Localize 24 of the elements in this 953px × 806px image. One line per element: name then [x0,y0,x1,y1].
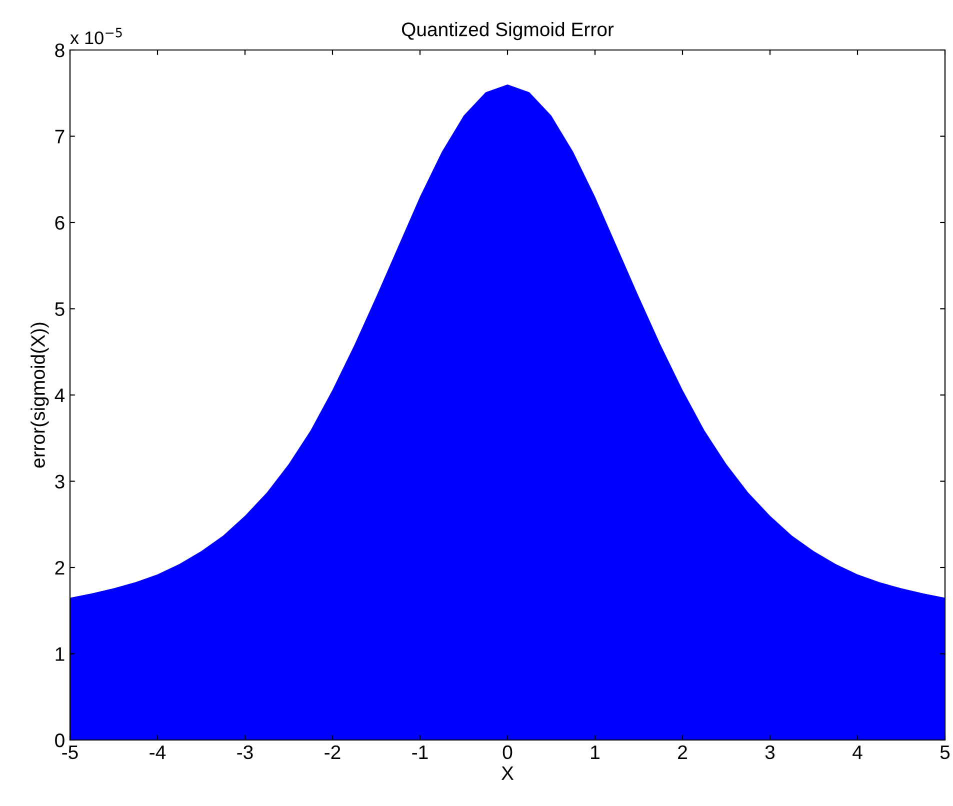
y-axis-title: error(sigmoid(X)) [30,322,49,468]
y-tick-label: 4 [54,388,65,402]
x-tick-label: -1 [412,746,428,759]
y-tick-label: 5 [55,302,64,316]
x-axis-title: X [501,766,514,780]
x-tick-label: 3 [765,745,775,760]
x-tick-label: 1 [591,746,600,759]
y-tick-label: 1 [56,647,64,661]
y-tick-label: 7 [55,130,64,144]
y-tick-label: 6 [55,216,64,230]
x-tick-label: 0 [502,745,512,760]
y-tick-label: 2 [55,560,64,575]
text: x 10$^{−5}$ [70,28,122,44]
x-tick-label: -3 [237,745,253,760]
y-tick-label: 3 [55,474,64,488]
y-tick-label: 0 [55,733,64,748]
x-tick-label: 4 [852,746,862,759]
chart-title: Quantized Sigmoid Error [402,22,614,40]
x-tick-label: 5 [940,746,950,760]
x-tick-label: 2 [678,745,687,759]
y-tick-label: 8 [55,43,64,58]
x-tick-label: -2 [324,745,340,759]
x-tick-label: -5 [62,746,78,760]
x-tick-label: -4 [150,746,166,759]
